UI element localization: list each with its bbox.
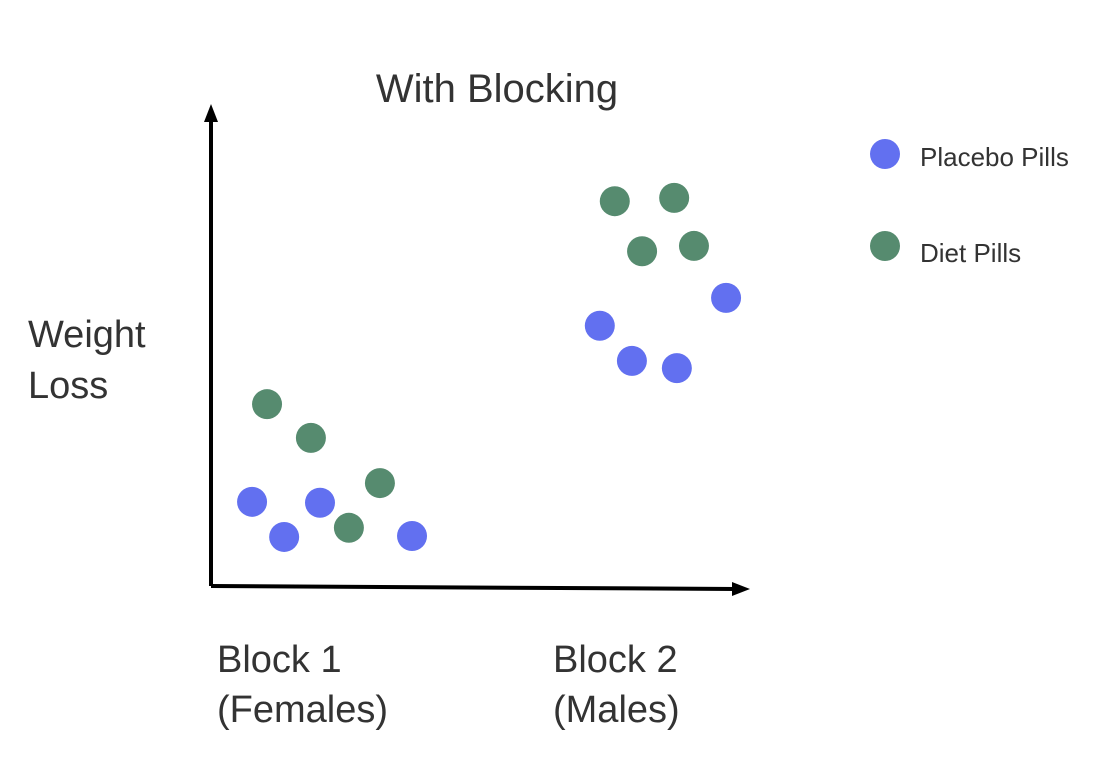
- data-point-placebo-pills: [616, 345, 647, 376]
- x-tick-label-block2-line-2: (Males): [553, 689, 680, 731]
- data-point-diet-pills: [295, 422, 326, 453]
- x-axis-arrowhead-icon: [732, 582, 750, 596]
- legend-label-diet-pills: Diet Pills: [920, 238, 1021, 268]
- data-point-diet-pills: [364, 468, 395, 499]
- legend-label-placebo-pills: Placebo Pills: [920, 142, 1069, 172]
- data-point-diet-pills: [678, 230, 709, 261]
- data-point-diet-pills: [252, 389, 283, 420]
- data-point-placebo-pills: [397, 520, 428, 551]
- y-axis-arrowhead-icon: [204, 104, 218, 122]
- legend-marker-diet-pills: [870, 231, 900, 261]
- data-point-placebo-pills: [305, 487, 335, 518]
- legend: Placebo Pills Diet Pills: [870, 139, 1069, 268]
- x-axis-line: [210, 584, 737, 591]
- x-tick-label-block2-line-1: Block 2: [553, 639, 678, 681]
- y-axis-label-line-2: Loss: [28, 365, 108, 407]
- data-point-diet-pills: [333, 512, 364, 543]
- data-point-placebo-pills: [661, 353, 692, 384]
- data-point-placebo-pills: [711, 282, 742, 313]
- x-tick-label-block1-line-1: Block 1: [217, 639, 342, 681]
- data-point-placebo-pills: [237, 486, 268, 517]
- data-point-placebo-pills: [269, 521, 300, 552]
- chart-title: With Blocking: [376, 67, 618, 111]
- data-point-diet-pills: [599, 186, 630, 217]
- data-point-diet-pills: [627, 236, 658, 267]
- data-point-diet-pills: [659, 182, 690, 213]
- data-point-placebo-pills: [584, 310, 615, 341]
- x-tick-label-block1-line-2: (Females): [217, 689, 388, 731]
- legend-marker-placebo-pills: [870, 139, 900, 169]
- data-points: [237, 182, 742, 552]
- y-axis-label-line-1: Weight: [28, 314, 146, 356]
